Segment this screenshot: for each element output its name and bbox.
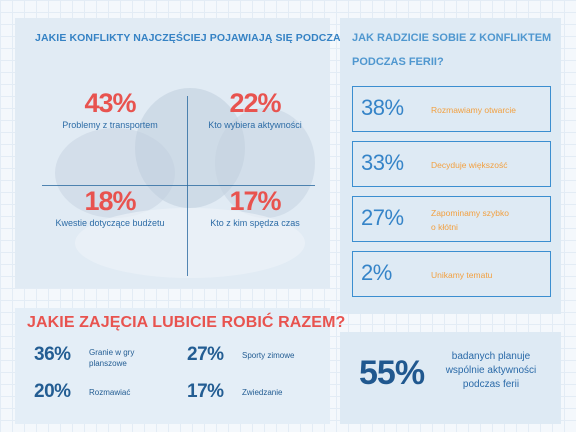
conflicts-title: JAKIE KONFLIKTY NAJCZĘŚCIEJ POJAWIAJĄ SI… <box>35 32 385 44</box>
activity-label: Granie w gry planszowe <box>89 347 179 369</box>
plan-value: 55% <box>359 354 425 392</box>
handling-label-line1: Zapominamy szybko <box>431 208 509 218</box>
handling-row: 2% Unikamy tematu <box>352 251 551 297</box>
conflict-item-company: 17% Kto z kim spędza czas <box>185 186 325 228</box>
activities-title: JAKIE ZAJĘCIA LUBICIE ROBIĆ RAZEM? <box>27 314 346 331</box>
quadrant-divider-vertical <box>187 96 188 276</box>
handling-title-line2: PODCZAS FERII? <box>352 56 444 68</box>
activity-label-line2: planszowe <box>89 359 127 368</box>
activity-label: Rozmawiać <box>89 388 131 397</box>
conflicts-panel: JAKIE KONFLIKTY NAJCZĘŚCIEJ POJAWIAJĄ SI… <box>15 18 385 288</box>
conflict-item-transport: 43% Problemy z transportem <box>40 88 180 130</box>
handling-label: Decyduje większość <box>431 160 508 170</box>
handling-title-line1: JAK RADZICIE SOBIE Z KONFLIKTEM <box>352 32 552 44</box>
conflict-label: Kto z kim spędza czas <box>210 218 300 228</box>
plan-text-line1: badanych planuje <box>451 351 531 362</box>
conflict-label: Kto wybiera aktywności <box>208 120 302 130</box>
conflict-label: Kwestie dotyczące budżetu <box>55 218 165 228</box>
handling-row: 33% Decyduje większość <box>352 141 551 187</box>
handling-row: 38% Rozmawiamy otwarcie <box>352 86 551 132</box>
handling-panel: JAK RADZICIE SOBIE Z KONFLIKTEM PODCZAS … <box>340 18 561 314</box>
activity-value: 20% <box>34 381 71 402</box>
activity-label: Zwiedzanie <box>242 388 283 397</box>
handling-value: 27% <box>361 205 404 230</box>
plan-text-line3: podczas ferii <box>462 379 520 390</box>
plan-text: badanych planuje wspólnie aktywności pod… <box>431 350 551 392</box>
handling-label: Rozmawiamy otwarcie <box>431 105 517 115</box>
handling-label: Unikamy tematu <box>431 270 493 280</box>
conflict-item-activities: 22% Kto wybiera aktywności <box>185 88 325 130</box>
handling-label: Zapominamy szybko o kłótni <box>431 197 546 243</box>
conflict-value: 18% <box>84 186 136 216</box>
activity-value: 36% <box>34 344 71 365</box>
quadrant-divider-horizontal <box>42 185 315 186</box>
conflict-label: Problemy z transportem <box>62 120 158 130</box>
activities-panel: JAKIE ZAJĘCIA LUBICIE ROBIĆ RAZEM? 36% G… <box>15 308 346 424</box>
activity-label-line1: Granie w gry <box>89 348 135 357</box>
activity-value: 17% <box>187 381 224 402</box>
handling-title: JAK RADZICIE SOBIE Z KONFLIKTEM PODCZAS … <box>352 26 552 74</box>
handling-row: 27% Zapominamy szybko o kłótni <box>352 196 551 242</box>
activity-label: Sporty zimowe <box>242 351 295 360</box>
conflict-value: 22% <box>229 88 281 118</box>
conflict-value: 43% <box>84 88 136 118</box>
conflict-item-budget: 18% Kwestie dotyczące budżetu <box>40 186 180 228</box>
plan-panel: 55% badanych planuje wspólnie aktywności… <box>340 332 561 424</box>
plan-text-line2: wspólnie aktywności <box>445 365 537 376</box>
activity-value: 27% <box>187 344 224 365</box>
conflict-value: 17% <box>229 186 281 216</box>
handling-value: 33% <box>361 150 404 175</box>
handling-value: 38% <box>361 95 404 120</box>
family-photo-background <box>15 18 330 288</box>
handling-value: 2% <box>361 260 392 285</box>
handling-label-line2: o kłótni <box>431 222 458 232</box>
